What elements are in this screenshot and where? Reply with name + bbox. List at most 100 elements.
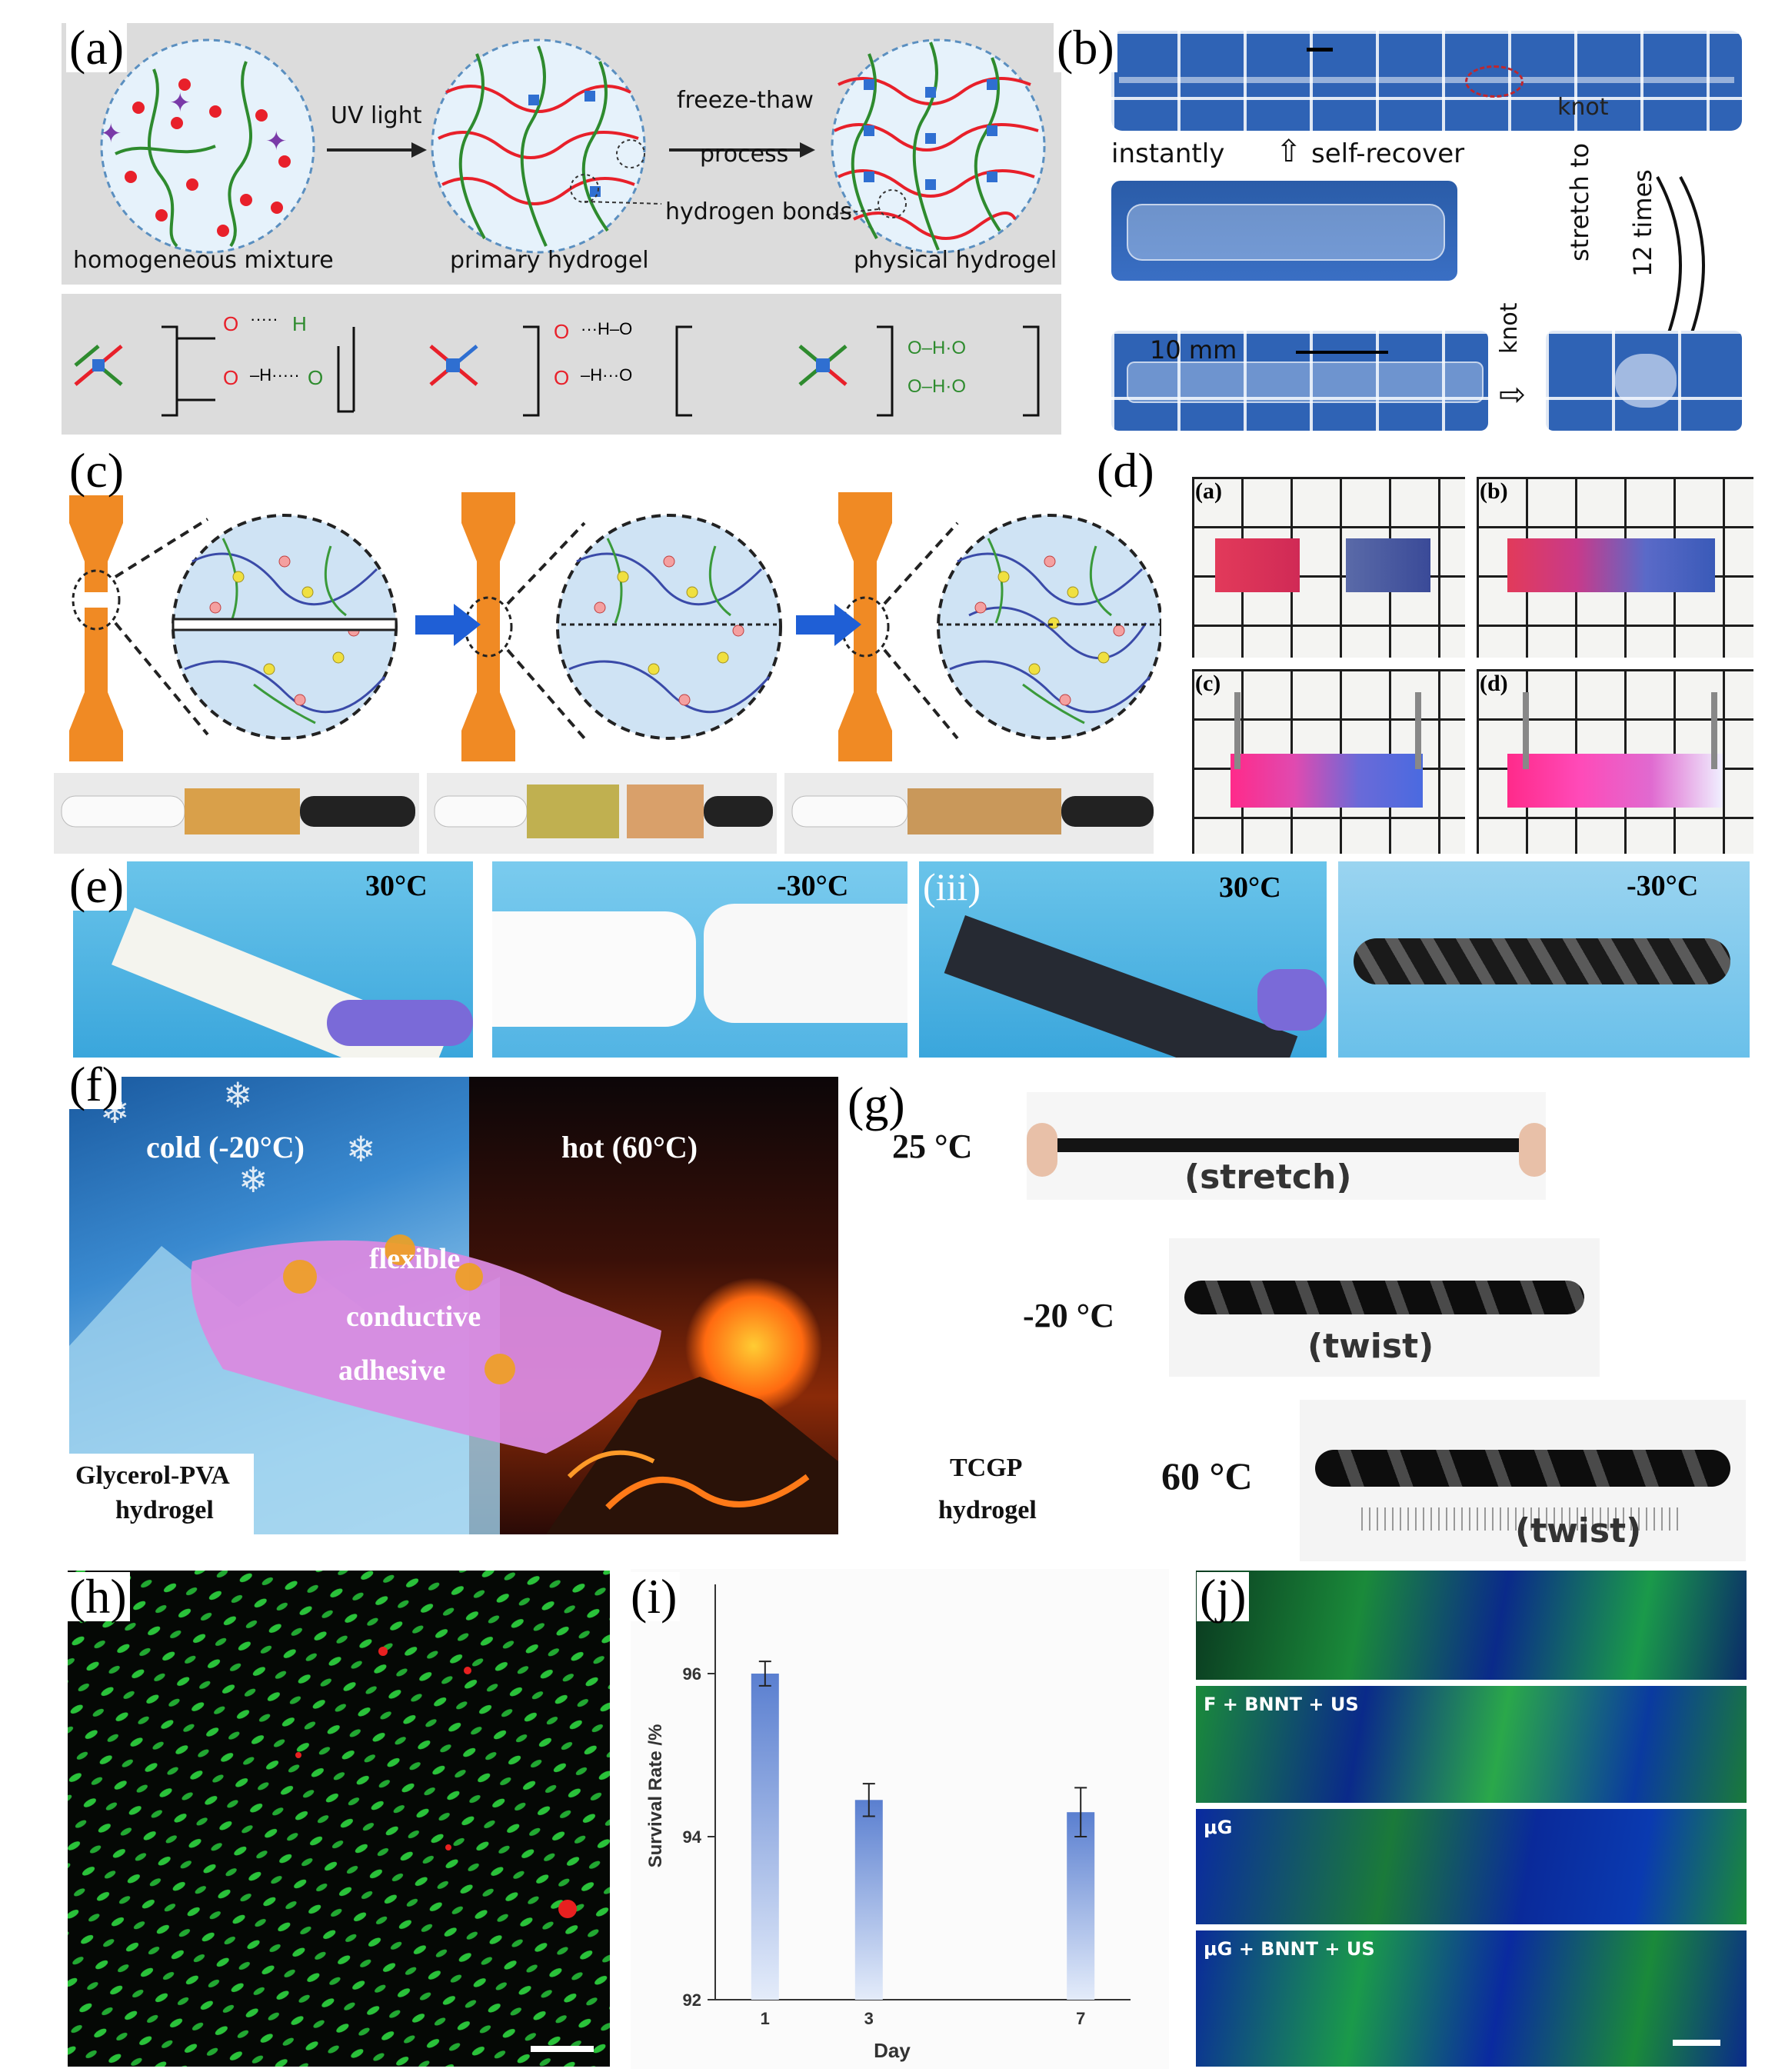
c-healing-schematic — [54, 492, 1161, 854]
f-hydrogel-sheet — [191, 1240, 661, 1454]
j-row-1 — [1196, 1571, 1747, 1680]
label-e: (e) — [66, 861, 128, 911]
g-name-2: hydrogel — [938, 1496, 1037, 1524]
bar-day-1 — [751, 1674, 779, 2000]
uv-light-label: UV light — [331, 102, 422, 129]
label-h: (h) — [66, 1572, 130, 1621]
svg-text:❄: ❄ — [223, 1077, 253, 1115]
panel-h — [68, 1571, 610, 2067]
panel-c — [54, 492, 1161, 854]
b-up-arrow-icon: ⇧ — [1276, 134, 1302, 169]
b-right-arrow-icon: ⇨ — [1499, 375, 1527, 413]
g-temp-60: 60 °C — [1161, 1454, 1253, 1497]
g-temp-25: 25 °C — [892, 1128, 973, 1165]
d-sub-a: (a) — [1195, 478, 1222, 504]
e-roman-iii: (iii) — [923, 865, 981, 908]
label-j: (j) — [1197, 1572, 1250, 1621]
e-temp-4: -30°C — [1627, 870, 1699, 902]
chem-structure-1: O ····· H O –H····· O — [74, 309, 355, 417]
f-conductive-label: conductive — [346, 1301, 481, 1333]
j-label-3: μG — [1204, 1817, 1233, 1838]
svg-text:O: O — [554, 366, 569, 389]
svg-text:✦: ✦ — [100, 119, 122, 148]
svg-text:–H···O: –H···O — [581, 365, 632, 385]
svg-text:–H·····: –H····· — [250, 365, 300, 385]
j-label-4: μG + BNNT + US — [1204, 1938, 1375, 1960]
g-stretch-photo — [1027, 1092, 1546, 1200]
panel-e: 30°C -30°C (iii) 30°C -30°C — [73, 861, 1750, 1061]
f-cold-label: cold (-20°C) — [146, 1130, 305, 1164]
b-knotted-photo — [1546, 331, 1742, 431]
panel-a: ✦ ✦ ✦ UV light freeze-thaw process — [62, 23, 1061, 435]
g-twist-label-2: (twist) — [1515, 1511, 1642, 1551]
svg-text:O–H·O: O–H·O — [907, 338, 966, 358]
j-scale-bar — [1673, 2040, 1720, 2046]
d-photo-b — [1477, 477, 1753, 658]
b-scale-label: 10 mm — [1150, 335, 1237, 365]
panel-d: (a) (b) (c) (d) — [1192, 477, 1753, 854]
f-gel-name-1: Glycerol-PVA — [75, 1461, 230, 1490]
label-c: (c) — [66, 446, 128, 495]
g-stretch-label: (stretch) — [1184, 1158, 1352, 1197]
d-sub-b: (b) — [1480, 478, 1508, 504]
d-photo-c — [1192, 669, 1465, 854]
panel-b: knot instantly ⇧ self-recover stretch to… — [1104, 31, 1750, 438]
bar-day-7 — [1067, 1812, 1095, 2000]
svg-text:O: O — [223, 366, 238, 389]
f-adhesive-label: adhesive — [338, 1354, 446, 1387]
b-times-label: 12 times — [1628, 169, 1657, 277]
x-axis-label: Day — [874, 2039, 911, 2062]
freeze-thaw-label: freeze-thaw — [677, 87, 814, 114]
j-label-2: F + BNNT + US — [1204, 1694, 1359, 1715]
j-row-2 — [1196, 1686, 1747, 1803]
d-sub-c: (c) — [1195, 671, 1221, 696]
panel-f: ❄ ❄ ❄ ❄ cold (-20°C) hot (60°C) flexible co… — [69, 1077, 838, 1534]
f-gel-name-2: hydrogel — [115, 1496, 214, 1524]
svg-text:O–H·O: O–H·O — [907, 376, 966, 397]
panel-j: F + BNNT + US μG μG + BNNT + US — [1196, 1571, 1747, 2067]
e-temp-1: 30°C — [365, 870, 428, 902]
y-tick-label: 94 — [683, 1827, 702, 1847]
c-arrow-icon — [415, 604, 861, 646]
g-twist-photo-2 — [1300, 1400, 1746, 1561]
c-network-circle — [172, 514, 1161, 740]
x-tick-label: 1 — [761, 2009, 770, 2028]
y-tick-label: 96 — [683, 1664, 701, 1684]
y-axis-label: Survival Rate /% — [645, 1724, 666, 1868]
svg-text:H: H — [292, 312, 307, 335]
panel-g: 25 °C (stretch) -20 °C (twist) TCGP hydr… — [854, 1077, 1753, 1569]
d-photo-a — [1192, 477, 1465, 658]
e-photo-4 — [1338, 861, 1750, 1058]
g-name-1: TCGP — [950, 1454, 1023, 1482]
g-twist-photo-1 — [1169, 1238, 1600, 1377]
label-i: (i) — [628, 1572, 681, 1621]
label-g: (g) — [844, 1080, 908, 1129]
h-scale-bar — [531, 2046, 594, 2052]
survival-rate-chart: 92 94 96 1 3 7 Day Survival Rate /% — [645, 1584, 1131, 2062]
b-knot-side-label: knot — [1496, 302, 1523, 354]
j-row-4 — [1196, 1930, 1747, 2067]
e-photo-1 — [73, 861, 473, 1058]
label-b: (b) — [1054, 23, 1117, 72]
h-fluorescence-image — [68, 1571, 610, 2067]
hydrogen-bonds-label: hydrogen bonds — [665, 198, 852, 225]
svg-text:···H–O: ···H–O — [581, 319, 632, 338]
g-temp-minus20: -20 °C — [1023, 1297, 1115, 1334]
b-knot-label: knot — [1557, 94, 1609, 121]
label-d: (d) — [1094, 446, 1157, 495]
x-tick-label: 3 — [864, 2009, 874, 2028]
e-temp-2: -30°C — [777, 870, 849, 902]
panel-a-schematic: ✦ ✦ ✦ UV light freeze-thaw process — [62, 23, 1061, 435]
svg-text:❄: ❄ — [238, 1160, 268, 1200]
svg-text:O: O — [223, 312, 238, 335]
chem-structure-3: O–H·O O–H·O — [798, 325, 1040, 417]
f-hot-label: hot (60°C) — [561, 1130, 698, 1164]
chem-structure-2: O ···H–O O –H···O — [429, 319, 692, 417]
y-tick-label: 92 — [683, 1990, 701, 2010]
b-instantly-label: instantly — [1111, 138, 1225, 169]
svg-text:✦: ✦ — [169, 88, 191, 118]
d-sub-d: (d) — [1480, 671, 1508, 696]
c-electrode-photos — [61, 784, 1154, 838]
e-photo-3 — [919, 861, 1327, 1058]
stage-physical-hydrogel: physical hydrogel — [854, 247, 1057, 274]
